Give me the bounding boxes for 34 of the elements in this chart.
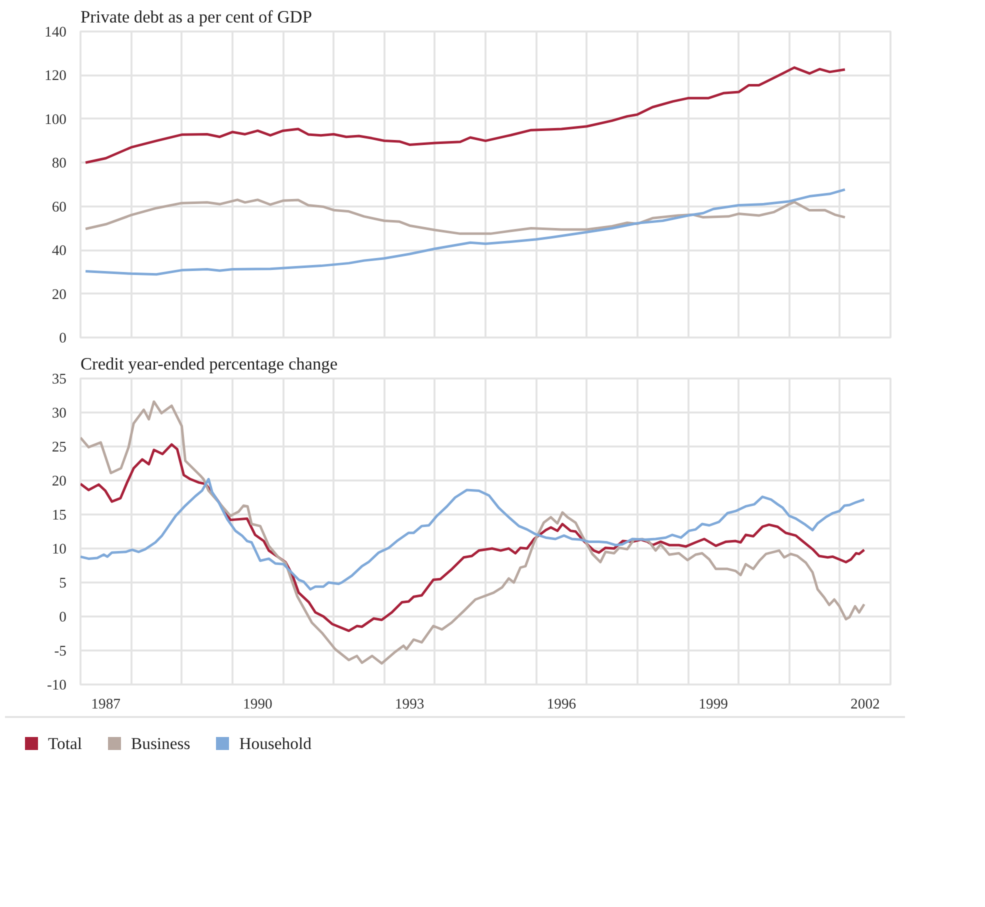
y-tick-label: 120 [44, 68, 66, 84]
y-tick-label: 10 [52, 542, 66, 558]
y-tick-label: 20 [52, 474, 66, 490]
chart-title: Credit year-ended percentage change [80, 354, 338, 374]
y-tick-label: 20 [52, 286, 66, 303]
chart-title: Private debt as a per cent of GDP [80, 8, 312, 26]
line-series [84, 198, 846, 235]
x-tick-label: 1993 [394, 696, 424, 712]
line-series [84, 188, 846, 276]
line-series [80, 400, 866, 665]
line-series [80, 478, 866, 591]
y-tick-label: 5 [59, 576, 66, 592]
legend-label: Total [48, 733, 82, 755]
y-tick-label: 15 [52, 508, 66, 524]
y-tick-label: 80 [52, 156, 66, 172]
y-tick-label: 30 [52, 406, 66, 422]
y-tick-label: 25 [52, 440, 66, 456]
x-tick-label: 1990 [243, 696, 272, 712]
y-tick-label: 60 [52, 199, 66, 216]
line-series [84, 66, 846, 164]
x-tick-label: 2002 [850, 696, 880, 712]
legend-label: Business [131, 733, 190, 755]
x-tick-label: 1999 [698, 696, 728, 712]
x-tick-label: 1996 [546, 696, 576, 712]
y-tick-label: 100 [44, 112, 66, 128]
y-tick-label: -10 [46, 678, 67, 694]
y-tick-label: 0 [59, 610, 66, 626]
y-tick-label: 140 [44, 24, 66, 40]
y-tick-label: 35 [52, 372, 66, 388]
x-tick-label: 1987 [91, 696, 120, 712]
y-tick-label: -5 [54, 644, 67, 660]
y-tick-label: 40 [52, 243, 66, 260]
y-tick-label: 0 [59, 330, 66, 346]
legend-label: Household [239, 733, 312, 755]
